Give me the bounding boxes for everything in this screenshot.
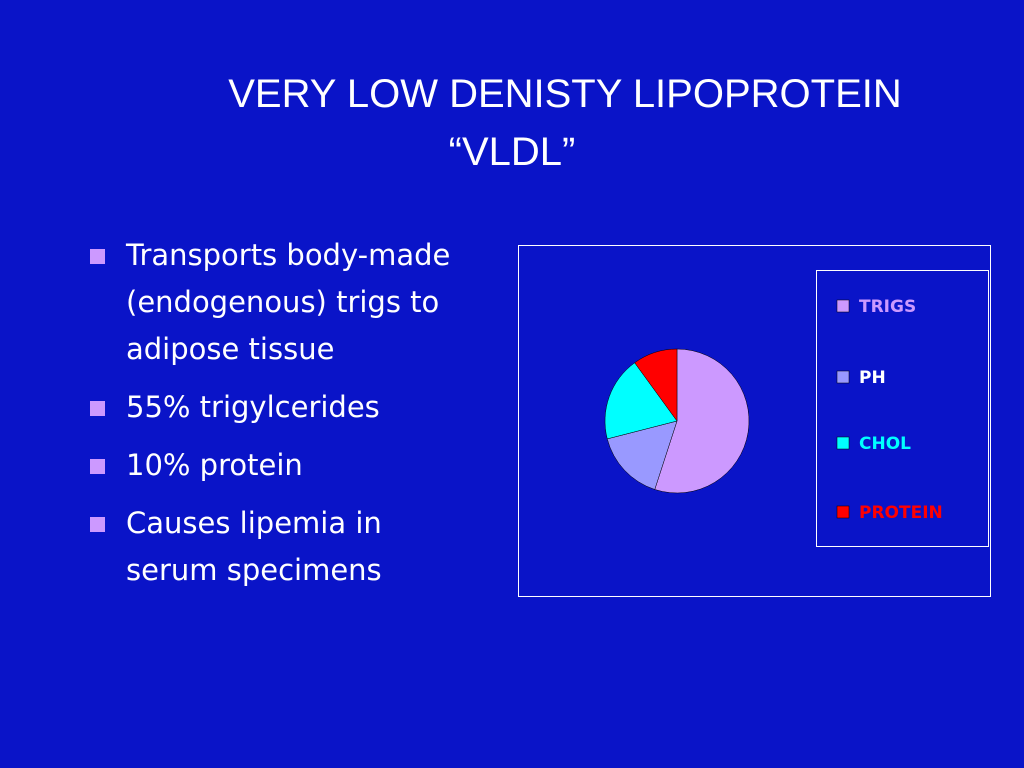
title-line: VERY LOW DENISTY LIPOPROTEIN [228,72,902,116]
pie-slice [604,362,678,440]
bullet: 10% protein [88,442,468,489]
chart-frame [518,245,991,597]
legend-label: CHOL [859,434,911,454]
bullet: Causes lipemia in serum specimens [88,500,468,594]
legend-swatch [836,436,850,450]
legend-label: PROTEIN [859,503,943,523]
bullet: Transports body-made (endogenous) trigs … [88,232,468,373]
legend-swatch [836,370,850,384]
pie-slice [654,348,750,494]
legend-label: PH [859,368,886,388]
bullet: 55% trigylcerides [88,384,468,431]
title-line: “VLDL” [448,130,576,174]
legend-swatch [836,505,850,519]
pie-slice [634,348,678,422]
legend-swatch [836,299,850,313]
pie-slice [606,420,678,490]
bullet-list: Transports body-made (endogenous) trigs … [88,232,468,605]
legend-label: TRIGS [859,297,916,317]
legend-box [816,270,989,547]
